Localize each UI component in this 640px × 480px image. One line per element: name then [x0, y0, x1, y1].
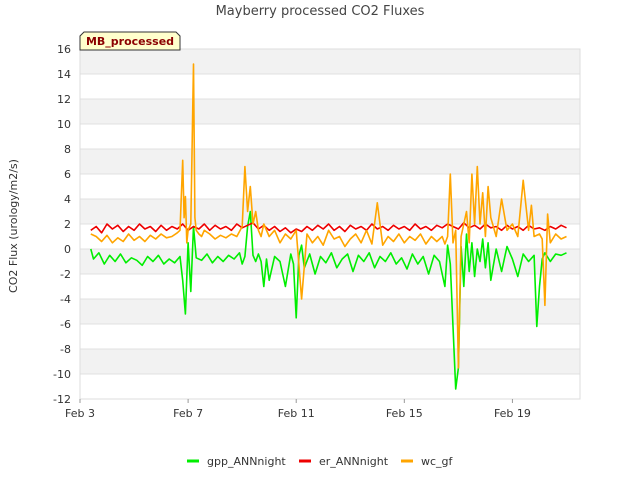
series-lines — [90, 63, 567, 390]
series-line-er_ANNnight — [90, 222, 567, 234]
badge-label: MB_processed — [86, 35, 174, 48]
y-tick-label: -8 — [60, 343, 71, 356]
y-tick-label: -6 — [60, 318, 71, 331]
series-line-gpp_ANNnight — [90, 210, 567, 390]
legend-label: gpp_ANNnight — [207, 455, 286, 468]
y-tick-label: 14 — [57, 68, 71, 81]
y-tick-label: 12 — [57, 93, 71, 106]
y-tick-label: 16 — [57, 43, 71, 56]
y-tick-label: 8 — [64, 143, 71, 156]
x-axis-ticks: Feb 3 Feb 7 Feb 11 Feb 15 Feb 19 — [65, 399, 531, 420]
y-tick-label: -4 — [60, 293, 71, 306]
y-tick-label: 10 — [57, 118, 71, 131]
chart-title: Mayberry processed CO2 Fluxes — [216, 4, 425, 19]
y-axis-label: CO2 Flux (urology/m2/s) — [7, 159, 20, 293]
plot-border — [79, 48, 581, 400]
x-tick-label: Feb 11 — [278, 407, 315, 420]
grid-band — [80, 199, 580, 224]
badge: MB_processed — [79, 31, 181, 51]
y-tick-label: 0 — [64, 243, 71, 256]
y-tick-label: -12 — [53, 393, 71, 406]
y-tick-label: -10 — [53, 368, 71, 381]
badge-box — [79, 31, 181, 51]
legend-label: wc_gf — [421, 455, 454, 468]
x-tick-label: Feb 7 — [173, 407, 203, 420]
legend: gpp_ANNnight er_ANNnight wc_gf — [187, 455, 454, 468]
series-line-wc_gf — [90, 63, 567, 369]
grid-band — [80, 99, 580, 124]
y-axis-ticks: -12 -10 -8 -6 -4 -2 0 2 4 6 8 10 12 14 16 — [53, 43, 71, 406]
y-tick-label: 4 — [64, 193, 71, 206]
plot-background — [79, 48, 581, 400]
y-tick-label: 6 — [64, 168, 71, 181]
x-tick-label: Feb 15 — [386, 407, 423, 420]
legend-label: er_ANNnight — [319, 455, 389, 468]
grid-band — [80, 49, 580, 74]
grid-band — [80, 349, 580, 374]
grid-band — [80, 149, 580, 174]
x-tick-label: Feb 3 — [65, 407, 95, 420]
y-tick-label: 2 — [64, 218, 71, 231]
x-tick-label: Feb 19 — [494, 407, 531, 420]
grid-band — [80, 299, 580, 324]
y-tick-label: -2 — [60, 268, 71, 281]
